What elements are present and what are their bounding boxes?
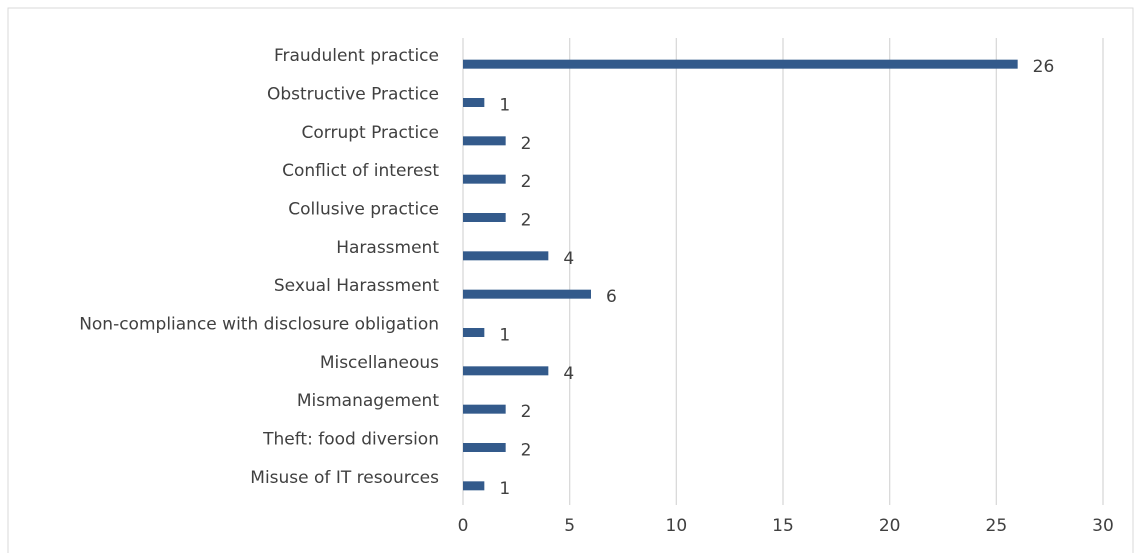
y-tick-label: Harassment: [336, 238, 439, 258]
data-label: 4: [563, 249, 574, 269]
data-label: 2: [521, 134, 532, 154]
bar: [463, 289, 591, 299]
data-label: 1: [499, 479, 510, 499]
data-label: 2: [521, 211, 532, 231]
bar: [463, 404, 506, 414]
bar: [463, 98, 485, 107]
y-tick-label: Theft: food diversion: [262, 430, 439, 450]
x-tick-label: 5: [564, 516, 575, 536]
bar: [463, 213, 506, 222]
x-tick-label: 25: [986, 516, 1008, 536]
y-tick-label: Conflict of interest: [282, 161, 439, 181]
data-label: 2: [521, 402, 532, 422]
data-label: 1: [499, 96, 510, 116]
data-label: 2: [521, 172, 532, 192]
y-tick-label: Obstructive Practice: [267, 85, 439, 105]
x-tick-label: 0: [458, 516, 469, 536]
data-label: 2: [521, 441, 532, 461]
x-tick-label: 15: [772, 516, 794, 536]
y-tick-label: Miscellaneous: [320, 353, 439, 373]
y-tick-label: Sexual Harassment: [274, 276, 439, 296]
y-tick-label: Collusive practice: [288, 200, 439, 220]
y-tick-label: Fraudulent practice: [274, 46, 439, 66]
y-tick-label: Non-compliance with disclosure obligatio…: [79, 315, 439, 335]
bar: [463, 251, 549, 261]
bar: [463, 481, 485, 491]
x-tick-label: 20: [879, 516, 901, 536]
y-tick-label: Misuse of IT resources: [250, 468, 439, 488]
y-tick-label: Corrupt Practice: [302, 123, 440, 143]
bar: [463, 366, 549, 376]
bar: [463, 328, 485, 337]
y-tick-label: Mismanagement: [297, 391, 439, 411]
chart-border: [7, 7, 1134, 553]
data-label: 26: [1033, 57, 1055, 77]
data-label: 1: [499, 326, 510, 346]
data-label: 4: [563, 364, 574, 384]
x-tick-label: 10: [666, 516, 688, 536]
bar: [463, 136, 506, 146]
bar: [463, 174, 506, 184]
bar: [463, 59, 1018, 69]
data-label: 6: [606, 287, 617, 307]
x-tick-label: 30: [1092, 516, 1114, 536]
bar: [463, 443, 506, 452]
